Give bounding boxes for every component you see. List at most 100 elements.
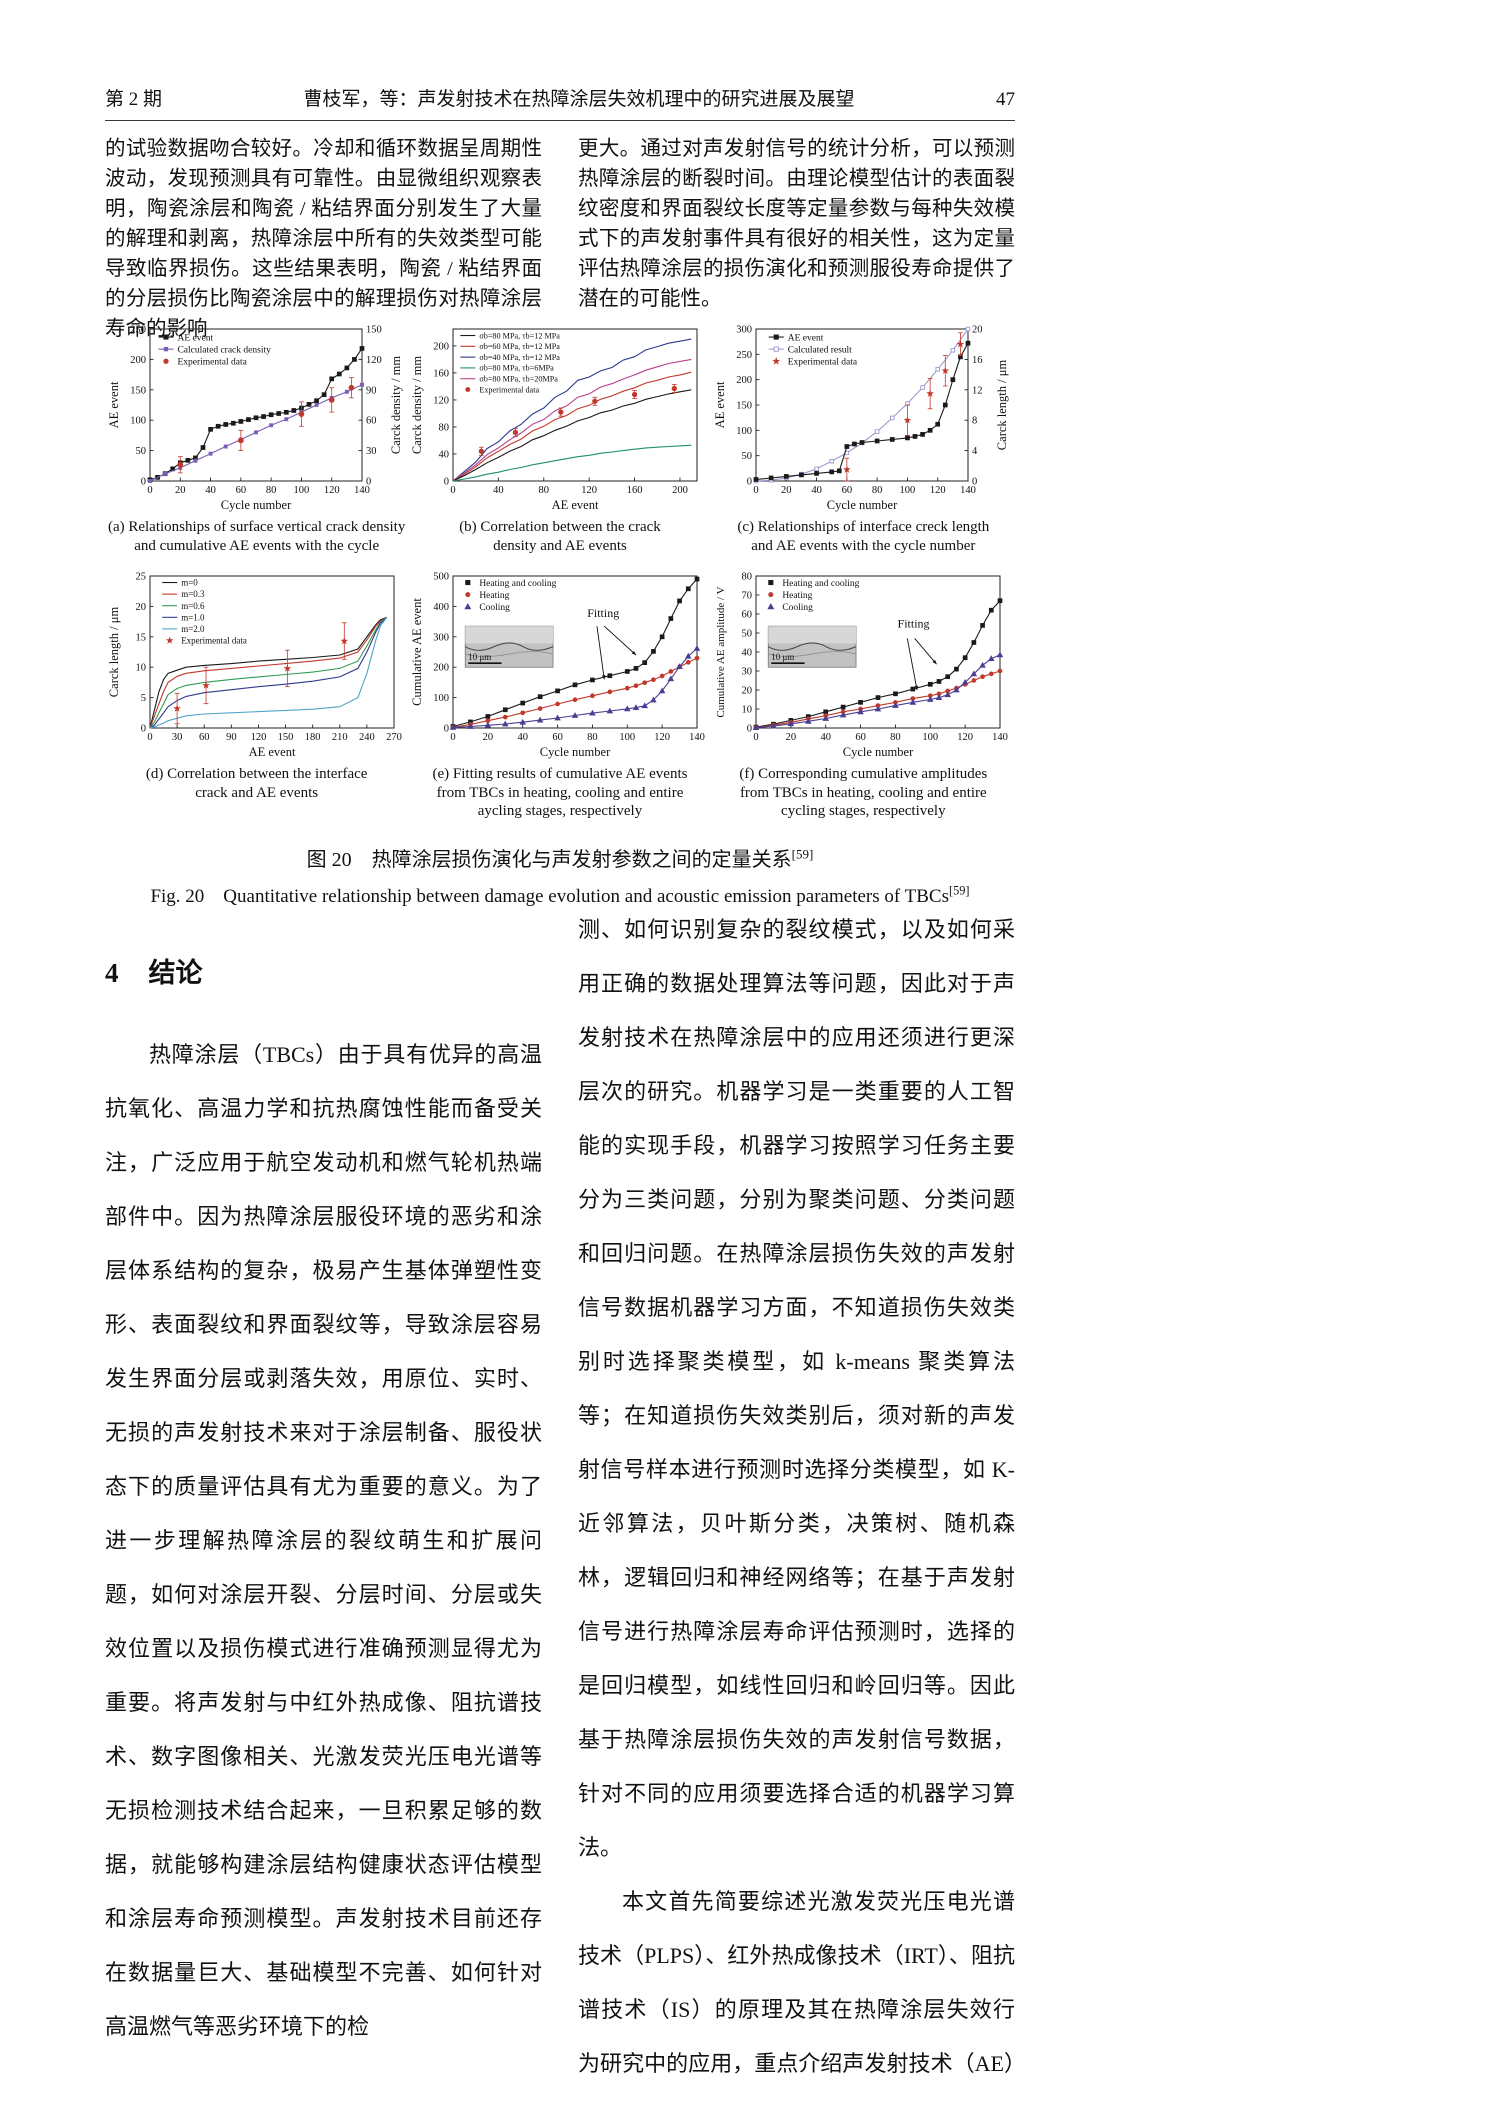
svg-text:120: 120: [323, 485, 339, 496]
svg-text:σb=80 MPa, τb=6MPa: σb=80 MPa, τb=6MPa: [479, 364, 554, 373]
chart-d: 0 30 60 90 120 150 180 210 240 270 0 5 10 15 20 25 AE ev…: [107, 569, 407, 821]
section-number: 4: [105, 958, 119, 988]
chart-c-caption: (c) Relationships of interface creck len…: [737, 518, 989, 555]
svg-text:120: 120: [654, 732, 670, 743]
svg-text:AE event: AE event: [248, 745, 295, 759]
svg-text:10: 10: [742, 705, 753, 716]
chart-a-caption-line: and cumulative AE events with the cycle: [134, 537, 380, 554]
svg-text:20: 20: [742, 686, 753, 697]
svg-text:Heating: Heating: [479, 591, 509, 601]
svg-text:300: 300: [737, 325, 753, 336]
svg-text:20: 20: [483, 732, 494, 743]
intro-paragraph-right: 更大。通过对声发射信号的统计分析，可以预测热障涂层的断裂时间。由理论模型估计的表…: [578, 138, 1015, 310]
svg-text:40: 40: [517, 732, 528, 743]
svg-text:100: 100: [433, 693, 449, 704]
svg-text:Calculated result: Calculated result: [788, 345, 852, 355]
svg-text:100: 100: [900, 485, 916, 496]
svg-text:4: 4: [972, 446, 978, 457]
chart-c-canvas: 0 20 40 60 80 100 120 1400501001502002503000481…: [713, 325, 1009, 513]
svg-text:80: 80: [539, 485, 550, 496]
chart-e-caption: (e) Fitting results of cumulative AE eve…: [433, 765, 688, 821]
svg-text:300: 300: [433, 632, 449, 643]
svg-text:0: 0: [747, 724, 752, 735]
chart-d-canvas: 0 30 60 90 120 150 180 210 240 270 0 5 10 15 20 25 AE ev…: [107, 572, 402, 760]
svg-text:5: 5: [140, 693, 145, 704]
svg-text:σb=40 MPa, τb=12 MPa: σb=40 MPa, τb=12 MPa: [479, 353, 560, 362]
chart-f-caption-line: cycling stages, respectively: [781, 803, 946, 819]
svg-text:120: 120: [433, 395, 449, 406]
svg-text:20: 20: [781, 485, 792, 496]
figure-20-charts: 0 20 40 60 80 100 120 140 0 50 100 150 200 250 0 30 60 90…: [105, 322, 1015, 821]
svg-text:140: 140: [992, 732, 1008, 743]
svg-text:Cycle number: Cycle number: [843, 745, 914, 759]
intro-paragraph-left: 的试验数据吻合较好。冷却和循环数据呈周期性波动，发现预测具有可靠性。由显微组织观…: [105, 138, 542, 340]
figure-reference: [59]: [948, 883, 970, 898]
svg-text:80: 80: [587, 732, 598, 743]
svg-text:Experimental data: Experimental data: [479, 385, 539, 394]
chart-b-caption: (b) Correlation between the crack densit…: [459, 518, 661, 555]
svg-text:m=2.0: m=2.0: [181, 624, 205, 634]
svg-text:60: 60: [842, 485, 853, 496]
svg-text:200: 200: [130, 355, 146, 366]
svg-text:0: 0: [366, 477, 371, 488]
svg-text:250: 250: [737, 350, 753, 361]
chart-a-caption: (a) Relationships of surface vertical cr…: [108, 518, 405, 555]
svg-text:120: 120: [958, 732, 974, 743]
svg-text:60: 60: [856, 732, 867, 743]
svg-text:90: 90: [366, 385, 377, 396]
svg-text:40: 40: [493, 485, 504, 496]
svg-text:30: 30: [366, 446, 377, 457]
chart-e-caption-line: aycling stages, respectively: [477, 803, 643, 819]
section-heading: 4 结论: [105, 946, 542, 1000]
svg-text:Cooling: Cooling: [479, 603, 510, 613]
svg-text:40: 40: [205, 485, 216, 496]
chart-e-caption-line: (e) Fitting results of cumulative AE eve…: [432, 766, 688, 782]
svg-text:20: 20: [135, 602, 146, 613]
svg-text:0: 0: [754, 485, 759, 496]
svg-text:80: 80: [872, 485, 883, 496]
conclusion-paragraph-right-2: 本文首先简要综述光激发荧光压电光谱技术（PLPS）、红外热成像技术（IRT）、阻…: [578, 1889, 1015, 2106]
svg-text:240: 240: [359, 732, 375, 743]
svg-text:30: 30: [172, 732, 183, 743]
running-title: 曹枝军，等：声发射技术在热障涂层失效机理中的研究进展及展望: [303, 89, 855, 110]
svg-text:210: 210: [332, 732, 348, 743]
svg-text:25: 25: [135, 572, 146, 583]
svg-text:20: 20: [972, 325, 983, 336]
page-number: 47: [996, 89, 1015, 110]
conclusion-column-right: 测、如何识别复杂的裂纹模式，以及如何采用正确的数据处理算法等问题，因此对于声发射…: [578, 903, 1015, 2106]
svg-text:Experimental data: Experimental data: [181, 636, 247, 646]
svg-text:Experimental data: Experimental data: [177, 357, 247, 367]
chart-f: 0 20 40 60 80 100 120 140 0 10 20 30 40 50 60 70 80 Cycle…: [713, 569, 1013, 821]
svg-text:0: 0: [140, 724, 145, 735]
svg-text:100: 100: [130, 416, 146, 427]
chart-e: 0 20 40 60 80 100 120 140 0 100 200 300 400 500 Cycle …: [410, 569, 710, 821]
svg-text:90: 90: [226, 732, 237, 743]
svg-text:160: 160: [433, 368, 449, 379]
svg-text:60: 60: [366, 416, 377, 427]
svg-text:40: 40: [742, 648, 753, 659]
svg-text:150: 150: [277, 732, 293, 743]
chart-c-caption-line: (c) Relationships of interface creck len…: [737, 519, 990, 535]
page-header: 第 2 期 曹枝军，等：声发射技术在热障涂层失效机理中的研究进展及展望 47: [105, 84, 1015, 121]
svg-text:0: 0: [147, 732, 152, 743]
svg-text:140: 140: [354, 485, 370, 496]
svg-text:m=0.6: m=0.6: [181, 601, 205, 611]
svg-text:AE event: AE event: [788, 333, 824, 343]
svg-text:500: 500: [433, 572, 449, 583]
chart-e-caption-line: from TBCs in heating, cooling and entire: [436, 784, 684, 801]
conclusion-column-left: 4 结论 热障涂层（TBCs）由于具有优异的高温抗氧化、高温力学和抗热腐蚀性能而备…: [105, 946, 542, 2054]
chart-f-canvas: 0 20 40 60 80 100 120 140 0 10 20 30 40 50 60 70 80 Cycle…: [715, 572, 1008, 760]
figure-caption-zh-text: 图 20 热障涂层损伤演化与声发射参数之间的定量关系: [306, 848, 792, 871]
svg-text:50: 50: [135, 446, 146, 457]
svg-text:0: 0: [450, 732, 455, 743]
svg-text:Cooling: Cooling: [783, 603, 814, 613]
chart-d-caption: (d) Correlation between the interface cr…: [146, 765, 368, 802]
chart-b-caption-line: density and AE events: [493, 537, 627, 554]
figure-reference: [59]: [791, 845, 814, 861]
section-title: 结论: [148, 958, 203, 988]
svg-text:0: 0: [754, 732, 759, 743]
svg-text:160: 160: [627, 485, 643, 496]
figure-caption-en-text: Fig. 20 Quantitative relationship betwee…: [150, 885, 949, 907]
svg-text:m=0.3: m=0.3: [181, 589, 205, 599]
svg-text:200: 200: [737, 375, 753, 386]
